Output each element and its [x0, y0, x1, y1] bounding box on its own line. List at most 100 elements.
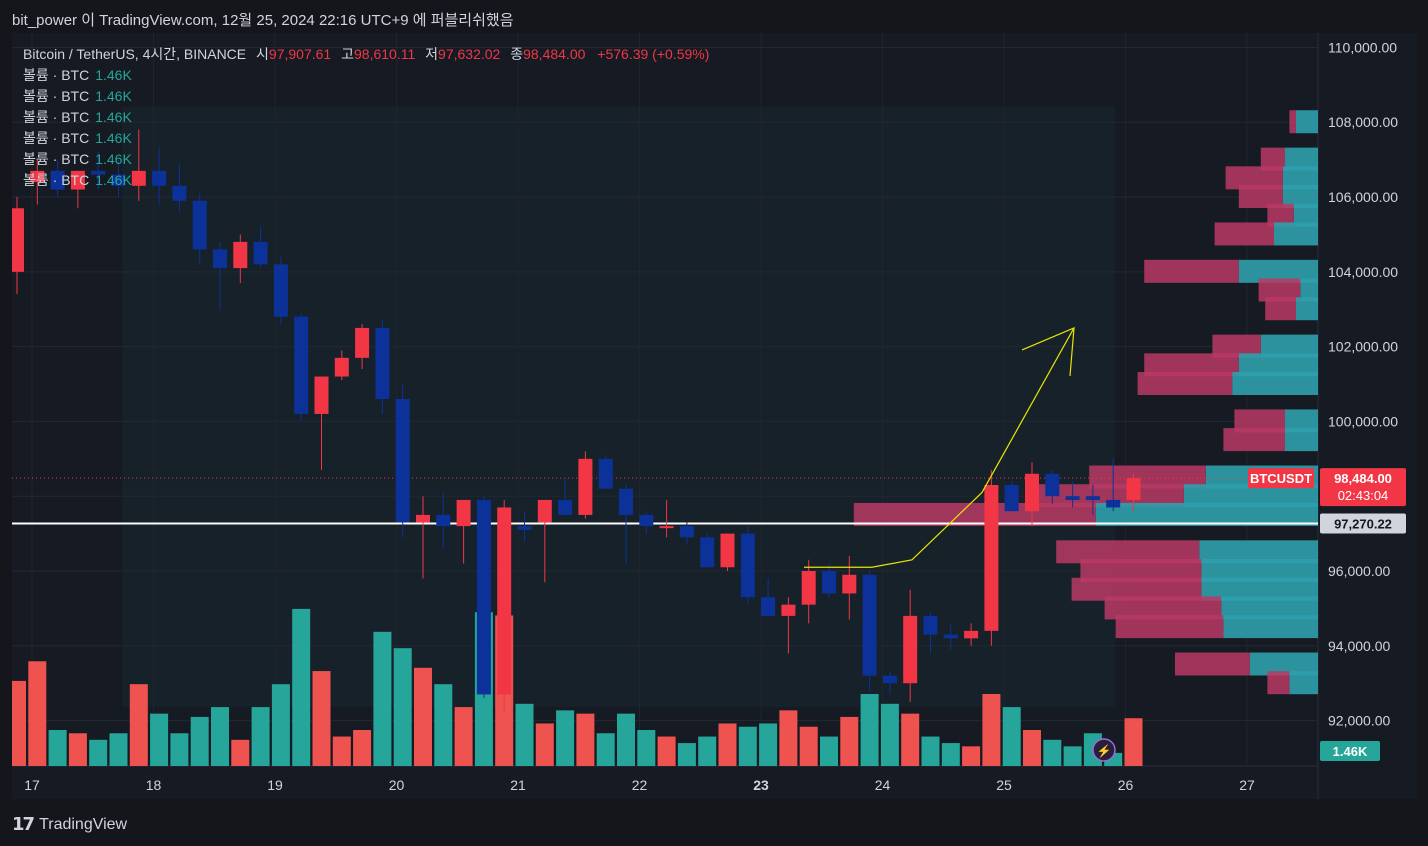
- tradingview-logo[interactable]: 𝟭𝟳 TradingView: [12, 814, 127, 835]
- volume-bar: [454, 707, 473, 766]
- volume-bar: [89, 739, 108, 766]
- volume-row[interactable]: 볼륨 · BTC 1.46K: [23, 86, 709, 107]
- volume-label: 볼륨 · BTC: [23, 130, 90, 146]
- symbol-tag: BTCUSDT: [1250, 471, 1312, 486]
- volume-axis-bg: [1320, 741, 1380, 761]
- low-label: 저: [425, 46, 439, 62]
- volume-profile-down: [1285, 147, 1318, 171]
- candle-body: [984, 484, 999, 631]
- volume-row[interactable]: 볼륨 · BTC 1.46K: [23, 170, 709, 191]
- candle-body: [822, 571, 836, 594]
- candle-body: [476, 499, 491, 695]
- high-label: 고: [341, 46, 354, 62]
- volume-profile-down: [1201, 577, 1318, 601]
- volume-profile-down: [1199, 540, 1318, 564]
- volume-label: 볼륨 · BTC: [23, 172, 90, 188]
- symbol-label[interactable]: Bitcoin / TetherUS, 4시간, BINANCE: [23, 46, 247, 62]
- volume-profile-down: [1282, 185, 1318, 209]
- volume-row[interactable]: 볼륨 · BTC 1.46K: [23, 128, 709, 149]
- candle-body: [740, 533, 755, 598]
- hline-price-label-bg: [1320, 513, 1406, 534]
- volume-profile-up: [1137, 372, 1233, 396]
- candle-body: [12, 208, 24, 272]
- candle-body: [456, 499, 471, 527]
- volume-profile-down: [1238, 259, 1318, 283]
- y-tick-label: 108,000.00: [1328, 114, 1398, 130]
- trend-arrow: [804, 327, 1075, 568]
- low-value: 97,632.02: [438, 46, 501, 62]
- volume-profile-up: [1144, 259, 1239, 283]
- volume-profile-up: [1029, 484, 1184, 508]
- candle-body: [253, 241, 268, 265]
- x-tick-label: 24: [875, 777, 891, 793]
- candle-body: [1045, 473, 1060, 497]
- volume-row[interactable]: 볼륨 · BTC 1.46K: [23, 65, 709, 86]
- candle-body: [172, 185, 187, 201]
- volume-profile-up: [1071, 577, 1202, 601]
- volume-bar: [251, 707, 270, 766]
- open-value: 97,907.61: [268, 46, 332, 62]
- y-tick-label: 96,000.00: [1328, 563, 1390, 579]
- volume-bar: [799, 726, 818, 766]
- candle-body: [1106, 499, 1121, 508]
- volume-bar: [414, 667, 432, 766]
- volume-profile-up: [1225, 166, 1283, 190]
- volume-profile-up: [1089, 465, 1206, 489]
- volume-bar: [556, 710, 575, 766]
- candle-body: [700, 537, 715, 568]
- volume-bar: [515, 703, 534, 766]
- volume-value: 1.46K: [95, 130, 132, 146]
- price-chart[interactable]: 92,000.0094,000.0096,000.0098,000.00100,…: [12, 33, 1418, 799]
- volume-bar: [738, 726, 757, 766]
- candle-body: [923, 615, 938, 635]
- volume-bar: [28, 661, 47, 766]
- chart-legend: Bitcoin / TetherUS, 4시간, BINANCE 시97,907…: [23, 44, 709, 191]
- candle-body: [1025, 473, 1039, 512]
- y-tick-label: 94,000.00: [1328, 638, 1390, 654]
- volume-value: 1.46K: [95, 67, 132, 83]
- volume-bar: [820, 736, 838, 766]
- candle-body: [943, 634, 958, 639]
- candle-body: [91, 170, 106, 175]
- volume-value: 1.46K: [95, 172, 132, 188]
- candle-body: [294, 316, 309, 414]
- candle-body: [639, 514, 654, 527]
- volume-value: 1.46K: [95, 88, 132, 104]
- volume-bar: [901, 713, 920, 766]
- volume-bar: [576, 713, 595, 766]
- volume-profile-up: [1104, 596, 1222, 620]
- volume-bar: [941, 743, 960, 766]
- volume-bar: [1063, 746, 1082, 766]
- candle-body: [436, 514, 451, 527]
- candle-body: [273, 264, 288, 317]
- volume-bar: [332, 736, 351, 766]
- volume-profile-up: [1234, 409, 1285, 433]
- volume-profile-up: [1214, 222, 1274, 246]
- candle-body: [781, 604, 796, 616]
- candle-body: [619, 488, 633, 515]
- x-tick-label: 21: [510, 777, 526, 793]
- volume-profile-down: [1095, 502, 1318, 526]
- volume-row[interactable]: 볼륨 · BTC 1.46K: [23, 149, 709, 170]
- volume-profile-up: [1212, 334, 1261, 358]
- volume-row[interactable]: 볼륨 · BTC 1.46K: [23, 107, 709, 128]
- volume-bar: [637, 730, 656, 766]
- candle-body: [903, 615, 918, 684]
- candle-body: [213, 249, 227, 269]
- volume-bar: [150, 713, 169, 766]
- trend-arrow-head: [1021, 326, 1075, 376]
- last-price-label: 98,484.00: [1334, 471, 1392, 486]
- volume-bar: [393, 648, 412, 766]
- chart-panel[interactable]: 92,000.0094,000.0096,000.0098,000.00100,…: [12, 33, 1418, 799]
- volume-profile-up: [1056, 540, 1200, 564]
- volume-bar: [434, 684, 453, 766]
- volume-bar: [12, 680, 26, 766]
- volume-profile-up: [1267, 671, 1290, 695]
- y-tick-label: 92,000.00: [1328, 713, 1390, 729]
- volume-bar: [840, 716, 859, 766]
- candle-body: [497, 507, 512, 695]
- volume-bar: [860, 694, 879, 766]
- candle-body: [314, 376, 329, 414]
- volume-profile-up: [1144, 353, 1239, 377]
- volume-bar: [373, 631, 392, 766]
